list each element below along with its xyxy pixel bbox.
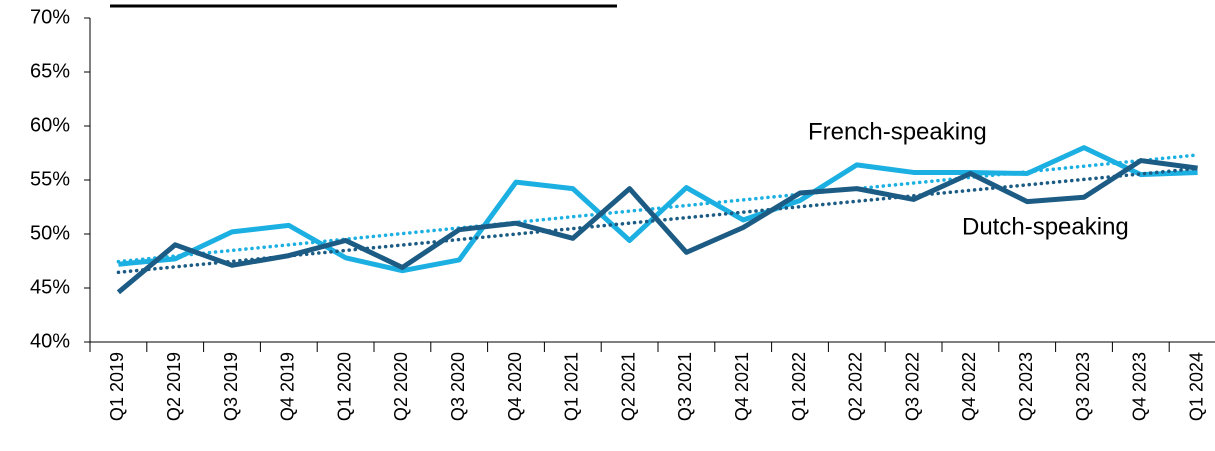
x-tick-label: Q2 2023 (1016, 352, 1036, 421)
x-tick-label: Q1 2021 (562, 352, 582, 421)
x-tick-label: Q4 2020 (505, 352, 525, 421)
x-tick-label: Q2 2020 (391, 352, 411, 421)
x-tick-label: Q2 2019 (164, 352, 184, 421)
y-tick-label: 65% (30, 60, 70, 82)
x-tick-label: Q3 2019 (221, 352, 241, 421)
x-tick-label: Q4 2021 (732, 352, 752, 421)
series-line (116, 158, 1198, 295)
series-label: French-speaking (808, 118, 987, 145)
y-tick-label: 55% (30, 168, 70, 190)
x-tick-label: Q1 2020 (334, 352, 354, 421)
x-tick-label: Q3 2023 (1073, 352, 1093, 421)
x-tick-label: Q3 2022 (902, 352, 922, 421)
y-tick-label: 40% (30, 330, 70, 352)
y-tick-label: 45% (30, 276, 70, 298)
x-tick-label: Q3 2020 (448, 352, 468, 421)
x-tick-label: Q1 2024 (1186, 352, 1206, 421)
x-tick-label: Q1 2019 (107, 352, 127, 421)
y-tick-label: 50% (30, 222, 70, 244)
x-tick-label: Q2 2022 (846, 352, 866, 421)
x-tick-label: Q4 2022 (959, 352, 979, 421)
x-tick-label: Q1 2022 (789, 352, 809, 421)
x-tick-label: Q2 2021 (618, 352, 638, 421)
y-tick-label: 70% (30, 6, 70, 28)
x-tick-label: Q3 2021 (675, 352, 695, 421)
series-label: Dutch-speaking (962, 213, 1129, 240)
x-tick-label: Q4 2019 (278, 352, 298, 421)
y-tick-label: 60% (30, 114, 70, 136)
series-line (118, 145, 1198, 274)
x-tick-label: Q4 2023 (1130, 352, 1150, 421)
